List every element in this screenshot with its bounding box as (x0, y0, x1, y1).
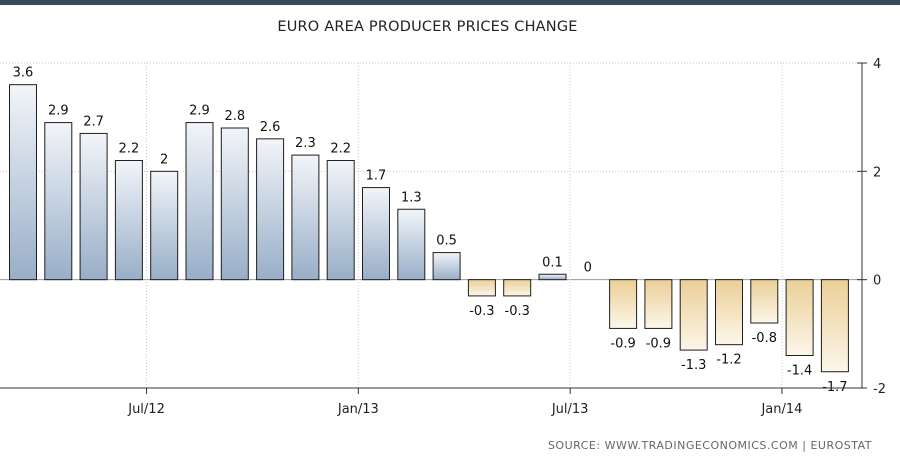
x-tick-label-1: Jan/13 (337, 402, 379, 417)
data-label-2: 2.7 (83, 114, 104, 129)
data-label-0: 3.6 (13, 66, 34, 81)
bar-7 (256, 138, 285, 281)
bar-1 (44, 122, 73, 281)
data-label-3: 2.2 (119, 142, 140, 157)
bar-6 (220, 127, 249, 281)
data-label-18: -0.9 (646, 336, 671, 351)
data-labels: 3.6 2.9 2.7 2.2 2 2.9 2.8 2.6 2.3 2.2 1.7 1.3 0.5 -0.… (13, 66, 848, 395)
bar-3 (114, 160, 143, 281)
bar-0 (9, 84, 37, 281)
bar-17 (609, 279, 638, 329)
grid-lines (0, 62, 862, 389)
bar-10 (362, 187, 390, 281)
y-tick-label-3: -2 (873, 382, 886, 397)
data-label-14: -0.3 (505, 304, 530, 319)
bars (9, 84, 849, 373)
bar-21 (750, 279, 779, 324)
bar-13 (467, 279, 496, 297)
x-tick-label-3: Jan/14 (760, 402, 802, 417)
data-label-8: 2.3 (295, 136, 316, 151)
bar-19 (679, 279, 708, 351)
bar-8 (291, 154, 320, 281)
data-label-1: 2.9 (48, 104, 69, 119)
data-label-9: 2.2 (330, 142, 351, 157)
bar-2 (79, 132, 108, 281)
data-label-23: -1.7 (822, 380, 847, 395)
y-tick-label-2: 0 (873, 274, 881, 289)
data-label-13: -0.3 (469, 304, 494, 319)
bar-23 (820, 279, 849, 373)
data-label-22: -1.4 (787, 364, 812, 379)
y-tick-label-0: 4 (873, 57, 881, 72)
data-label-10: 1.7 (366, 169, 387, 184)
x-tick-label-0: Jul/12 (127, 402, 165, 417)
data-label-20: -1.2 (716, 353, 741, 368)
data-label-6: 2.8 (224, 109, 245, 124)
bar-20 (715, 279, 743, 346)
chart-title: EURO AREA PRODUCER PRICES CHANGE (277, 19, 578, 35)
axes: 4 2 0 -2 Jul/12 Jan/13 Jul/13 Jan/14 (0, 57, 886, 417)
y-tick-label-1: 2 (873, 165, 881, 180)
bar-15 (538, 273, 567, 281)
data-label-12: 0.5 (436, 234, 457, 249)
bar-4 (150, 170, 179, 281)
data-label-16: 0 (584, 261, 592, 276)
data-label-15: 0.1 (542, 255, 563, 270)
bar-22 (785, 279, 814, 356)
data-label-7: 2.6 (260, 120, 281, 135)
top-bar (0, 0, 900, 5)
data-label-17: -0.9 (610, 336, 635, 351)
bar-5 (185, 122, 214, 281)
bar-14 (503, 279, 532, 297)
bar-12 (432, 252, 461, 281)
source-note: SOURCE: WWW.TRADINGECONOMICS.COM | EUROS… (547, 439, 872, 452)
bar-11 (397, 208, 426, 281)
x-tick-label-2: Jul/13 (551, 402, 589, 417)
data-label-21: -0.8 (752, 331, 777, 346)
data-label-4: 2 (160, 152, 168, 167)
bar-18 (644, 279, 673, 329)
data-label-19: -1.3 (681, 358, 706, 373)
bar-9 (326, 160, 355, 281)
data-label-5: 2.9 (189, 104, 210, 119)
data-label-11: 1.3 (401, 190, 422, 205)
